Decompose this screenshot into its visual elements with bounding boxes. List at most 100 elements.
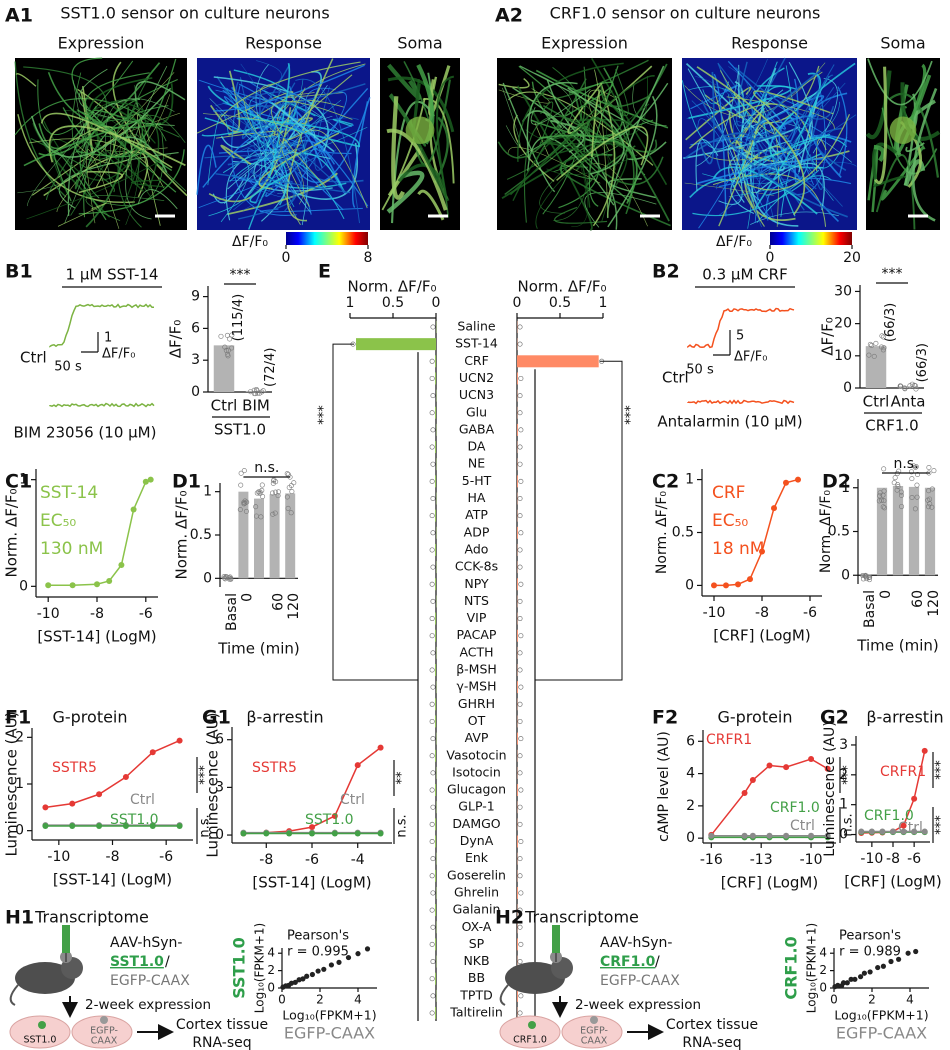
data-dot (288, 510, 294, 516)
neurite (874, 66, 888, 185)
data-dot (270, 511, 276, 517)
significance: *** (934, 815, 949, 835)
ligand-label: 5-HT (462, 473, 492, 488)
bar (876, 487, 888, 576)
image-title: Soma (397, 34, 442, 53)
y-axis-label: Log₁₀(FPKM+1) (805, 923, 819, 1013)
y-tick-label: 3 (215, 779, 224, 795)
data-point (835, 982, 841, 988)
neurite (15, 73, 37, 87)
y-tick-label: 0 (203, 570, 212, 586)
y-axis-label: Luminescence (AU) (204, 712, 222, 857)
data-dot (430, 804, 436, 810)
trace-label: Antalarmin (10 µM) (657, 413, 802, 431)
data-dot (898, 489, 904, 495)
y-tick-label: 0.5 (828, 524, 850, 540)
separator: / (165, 954, 170, 970)
data-point (747, 576, 753, 583)
x-tick-label: 60 (271, 593, 287, 611)
y-axis-label: Norm. ΔF/F₀ (173, 490, 191, 579)
panel-label: F2 (652, 707, 678, 729)
neurite (590, 57, 668, 186)
neurite (110, 101, 160, 190)
neurite (695, 138, 719, 192)
trace-control (49, 303, 155, 348)
data-dot (257, 490, 263, 496)
y-tick-label: 0 (685, 577, 694, 593)
x-tick-label: Basal (862, 590, 878, 628)
ligand-label: Taltirelin (449, 1005, 503, 1020)
y-tick-label: 2 (839, 767, 848, 783)
neurite (530, 88, 591, 125)
data-point (336, 959, 342, 965)
x-axis-label: Log₁₀(FPKM+1) (282, 1008, 376, 1023)
series-label: CRFR1 (706, 732, 752, 748)
data-point (921, 828, 928, 835)
significance: n.s. (893, 456, 918, 472)
y-tick-label: 1 (839, 797, 848, 813)
x-tick-label: Basal (224, 593, 240, 631)
series-label: SST1.0 (305, 812, 354, 828)
neurite (436, 75, 455, 197)
data-dot (517, 701, 523, 707)
neurite (512, 136, 591, 208)
data-dot (518, 736, 524, 742)
trace-blocked (49, 402, 155, 408)
neurite (202, 113, 303, 163)
neurite (728, 150, 801, 203)
neurite (28, 138, 165, 189)
bar (435, 1007, 436, 1019)
x-tick-label: 0 (513, 295, 522, 311)
data-dot (926, 504, 932, 510)
x-tick-label: -8 (90, 606, 104, 622)
data-dot (430, 598, 436, 604)
data-dot (518, 581, 524, 587)
construct-label: CRF1.0 (600, 954, 656, 970)
significance: *** (882, 266, 903, 282)
image-title: Expression (58, 34, 145, 53)
significance: n.s. (254, 460, 279, 476)
neurite (117, 69, 154, 228)
data-point (122, 774, 129, 780)
annotation: EC₅₀ (712, 511, 748, 531)
y-tick-label: 9 (191, 289, 200, 305)
data-dot (517, 959, 523, 965)
data-dot (517, 924, 523, 930)
data-point (875, 964, 881, 971)
data-point (122, 823, 129, 829)
ligand-label: ATP (465, 507, 488, 522)
data-dot (429, 753, 435, 759)
data-dot (880, 504, 886, 510)
brain-label: CAAX (91, 1036, 118, 1047)
scale-label: 50 s (54, 360, 82, 375)
neurite (718, 78, 799, 188)
neurite (559, 164, 671, 227)
data-dot (910, 463, 916, 469)
data-dot (253, 504, 259, 510)
data-dot (227, 336, 233, 342)
data-dot (241, 501, 247, 507)
neurite (717, 63, 805, 211)
neurite (220, 144, 252, 165)
colorbar-tick-label: 0 (282, 250, 291, 266)
neurite (137, 189, 178, 210)
data-dot (866, 577, 872, 583)
data-dot (881, 345, 887, 351)
data-point (896, 956, 902, 962)
neurite (517, 62, 624, 162)
ligand-label: γ-MSH (456, 679, 496, 694)
neurite (62, 58, 177, 158)
neurite (695, 75, 753, 195)
bar (517, 886, 518, 899)
bar (435, 972, 436, 985)
data-point (331, 830, 338, 837)
bar (238, 491, 249, 579)
data-dot (866, 575, 872, 581)
bar (435, 509, 436, 522)
neurite (815, 127, 847, 171)
stimulus-label: 1 µM SST-14 (66, 266, 159, 284)
colorbar-tick-label: 0 (766, 250, 775, 266)
neurite (127, 115, 186, 144)
x-tick-label: Ctrl (863, 393, 890, 411)
bar (517, 372, 518, 385)
